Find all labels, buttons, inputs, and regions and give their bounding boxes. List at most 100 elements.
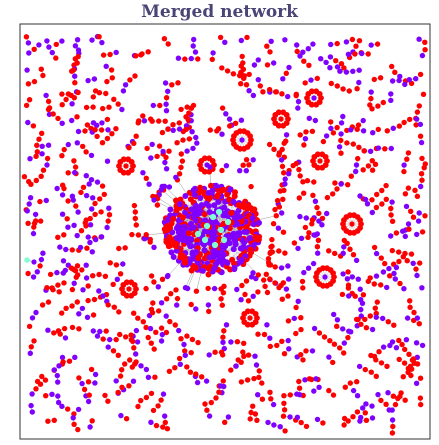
node bbox=[396, 249, 402, 255]
node bbox=[282, 428, 288, 434]
node bbox=[256, 368, 262, 374]
node bbox=[205, 203, 212, 209]
node bbox=[357, 418, 363, 424]
node bbox=[261, 277, 267, 283]
node bbox=[274, 342, 280, 349]
node bbox=[357, 286, 363, 292]
node bbox=[61, 232, 67, 238]
node bbox=[209, 158, 216, 164]
node bbox=[356, 67, 362, 73]
node bbox=[157, 102, 163, 109]
node bbox=[31, 46, 37, 52]
node bbox=[133, 133, 139, 139]
node bbox=[75, 53, 81, 60]
node bbox=[242, 291, 248, 298]
node bbox=[267, 335, 273, 341]
node bbox=[164, 226, 171, 233]
node bbox=[387, 273, 393, 279]
node bbox=[33, 218, 39, 224]
node bbox=[205, 302, 212, 308]
node bbox=[180, 230, 187, 237]
node bbox=[251, 206, 258, 213]
node bbox=[143, 285, 149, 292]
node bbox=[53, 41, 59, 48]
node bbox=[71, 280, 77, 286]
node bbox=[188, 55, 194, 62]
node bbox=[77, 244, 84, 251]
node bbox=[161, 36, 168, 42]
node bbox=[224, 218, 232, 226]
node bbox=[405, 369, 411, 376]
node bbox=[315, 237, 322, 243]
node bbox=[419, 177, 425, 183]
node bbox=[113, 49, 119, 56]
node bbox=[245, 298, 252, 304]
node bbox=[294, 42, 300, 48]
node bbox=[345, 51, 352, 57]
node bbox=[83, 173, 90, 179]
node bbox=[26, 201, 32, 207]
node bbox=[224, 191, 231, 198]
node bbox=[61, 325, 68, 332]
node bbox=[388, 212, 394, 218]
node bbox=[324, 282, 330, 289]
node bbox=[158, 300, 165, 306]
node bbox=[401, 286, 407, 292]
node bbox=[296, 166, 302, 173]
node bbox=[34, 149, 40, 155]
node bbox=[165, 88, 171, 95]
node bbox=[71, 421, 77, 427]
node bbox=[56, 289, 62, 295]
node bbox=[163, 108, 170, 114]
node bbox=[352, 293, 358, 299]
node bbox=[188, 267, 195, 274]
node bbox=[219, 302, 225, 308]
node bbox=[267, 276, 273, 282]
node bbox=[78, 189, 84, 196]
node bbox=[395, 395, 401, 402]
node bbox=[267, 389, 273, 395]
node bbox=[227, 123, 233, 129]
node bbox=[220, 339, 226, 345]
node bbox=[396, 258, 402, 265]
node bbox=[281, 393, 287, 399]
node bbox=[206, 413, 213, 419]
node bbox=[162, 413, 168, 419]
node bbox=[265, 259, 272, 266]
node bbox=[255, 272, 261, 278]
node bbox=[353, 43, 359, 49]
node bbox=[374, 191, 380, 198]
node bbox=[211, 285, 218, 292]
node bbox=[164, 240, 171, 247]
node bbox=[219, 131, 225, 137]
node bbox=[407, 298, 413, 304]
node bbox=[133, 222, 139, 228]
node bbox=[33, 153, 39, 159]
node bbox=[244, 34, 250, 41]
node bbox=[407, 304, 413, 310]
node bbox=[403, 203, 410, 210]
node bbox=[320, 138, 327, 145]
node bbox=[302, 80, 308, 86]
node bbox=[264, 43, 270, 49]
node bbox=[56, 363, 62, 369]
node bbox=[147, 325, 154, 332]
node bbox=[380, 344, 387, 350]
node bbox=[80, 184, 87, 190]
node bbox=[257, 83, 263, 89]
node bbox=[165, 126, 171, 132]
node bbox=[215, 198, 222, 205]
node bbox=[217, 34, 224, 41]
node bbox=[176, 126, 183, 132]
node bbox=[294, 414, 301, 420]
node bbox=[182, 209, 188, 216]
node bbox=[408, 208, 414, 214]
node bbox=[78, 228, 85, 234]
node bbox=[349, 274, 355, 280]
node bbox=[166, 184, 173, 190]
node bbox=[37, 263, 43, 269]
node bbox=[397, 73, 403, 80]
node bbox=[193, 249, 200, 255]
node bbox=[65, 406, 71, 412]
node bbox=[386, 265, 392, 272]
